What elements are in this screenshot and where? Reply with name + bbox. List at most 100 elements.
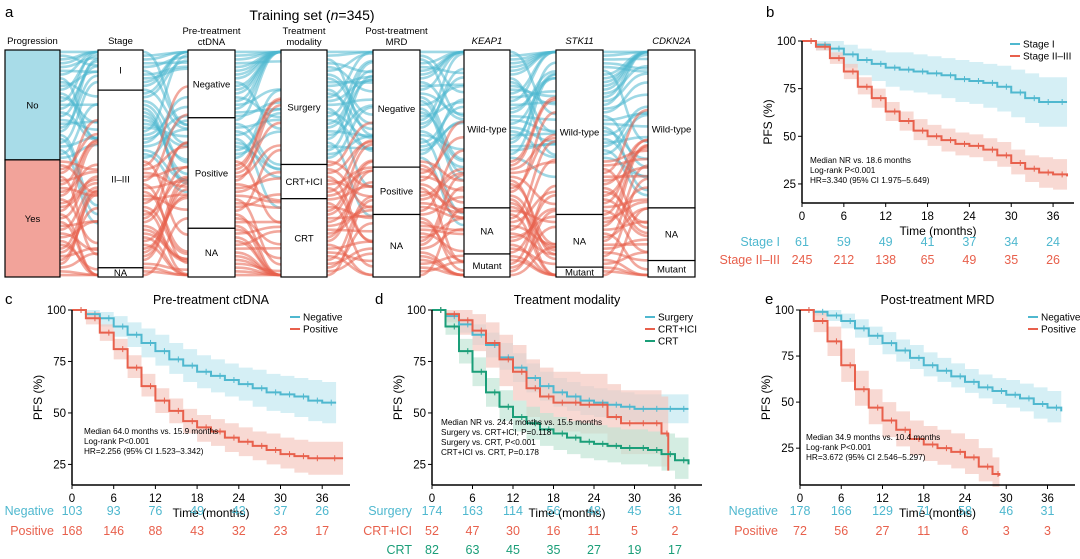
flow-band [142,95,189,144]
flow-band [234,262,282,273]
flow-band [419,173,465,243]
title-prefix: Training set ( [249,7,331,23]
risk-count: 3 [1044,524,1051,538]
flow-band [234,121,282,175]
flow-band [509,61,557,144]
risk-count: 35 [547,543,561,557]
risk-count: 17 [315,524,329,538]
risk-count: 49 [962,253,976,267]
km-line-0 [802,40,1068,103]
risk-row-label: Positive [10,524,54,538]
x-axis-title: Time (months) [899,506,976,520]
x-tick-label: 36 [1047,211,1060,223]
segment-box [647,259,696,278]
legend-entry: Stage I [1023,40,1055,51]
segment-label: Wild-type [467,124,507,135]
flow-band [419,135,465,175]
km-line-2 [432,309,690,465]
axis-header: modality [286,37,322,48]
flow-band [419,52,465,122]
flow-band [142,205,189,256]
stat-annotation: Log-rank P<0.001 [84,437,150,446]
risk-count: 45 [628,504,642,518]
x-tick-label: 36 [1041,493,1054,505]
flow-band [59,54,99,67]
segment-label: II–III [111,174,129,185]
flow-band [602,251,649,266]
y-tick-label: 25 [783,179,796,191]
flow-band [59,74,99,129]
risk-count: 26 [1046,253,1060,267]
flow-band [326,159,374,216]
flow-band [509,133,557,190]
flow-band [234,193,282,209]
risk-count: 11 [917,524,930,538]
segment-label: Positive [195,169,228,180]
flow-band [602,113,649,156]
risk-count: 103 [62,504,83,518]
risk-count: 245 [792,253,813,267]
panel-label-a: a [5,4,14,21]
risk-count: 59 [837,235,851,249]
x-tick-label: 12 [876,493,889,505]
segment-label: Wild-type [560,128,600,139]
flow-band [59,50,99,103]
flow-band [509,209,557,273]
flow-band [509,118,557,133]
flow-band [234,183,282,202]
segment-box [97,267,144,278]
segment-box [555,49,604,216]
flow-band [602,270,649,277]
segment-box [187,227,236,278]
flow-band [326,104,374,137]
risk-count: 5 [631,524,638,538]
segment-label: NA [573,236,587,247]
segment-label: NA [665,230,679,241]
flow-band [59,58,99,133]
segment-label: NA [205,248,219,259]
segment-label: Negative [193,79,231,90]
stat-annotation: Median NR vs. 18.6 months [810,156,911,165]
flow-band [234,145,282,171]
flow-band [509,50,557,103]
axis-header: KEAP1 [472,36,503,47]
flow-band [602,149,649,163]
flow-band [509,73,557,156]
alluvial-axis-0: Progression No Yes [4,36,61,278]
segment-box [647,207,696,262]
stat-annotation: HR=3.340 (95% CI 1.975–5.649) [810,176,930,185]
risk-count: 43 [190,524,204,538]
risk-count: 146 [103,524,124,538]
y-tick-label: 75 [781,351,794,363]
flow-band [59,190,99,266]
stat-annotation: HR=2.256 (95% CI 1.523–3.342) [84,447,204,456]
x-tick-label: 18 [547,493,560,505]
segment-label: Wild-type [652,124,692,135]
x-tick-label: 30 [1005,211,1018,223]
flow-band [326,121,374,167]
stat-annotation: Median 34.9 months vs. 10.4 months [806,433,940,442]
flow-band [602,81,649,114]
axis-header: Stage [108,36,133,47]
risk-count: 35 [1004,253,1018,267]
flow-band [142,85,189,167]
legend-entry: CRT+ICI [658,325,697,336]
segment-label: Mutant [472,261,501,272]
y-tick-label: 100 [407,305,426,317]
segment-label: I [119,66,122,77]
flow-band [59,138,99,197]
risk-count: 65 [921,253,935,267]
flow-band [602,207,649,277]
x-tick-label: 6 [841,211,847,223]
flow-band [602,50,649,107]
flow-band [142,262,189,271]
flow-band [419,228,465,236]
segment-label: Mutant [565,268,594,279]
risk-count: 63 [466,543,480,557]
flow-band [142,177,189,254]
flow-band [326,59,374,118]
y-tick-label: 75 [783,84,796,96]
risk-count: 37 [274,504,288,518]
x-tick-label: 0 [69,493,75,505]
flow-band [602,57,649,61]
